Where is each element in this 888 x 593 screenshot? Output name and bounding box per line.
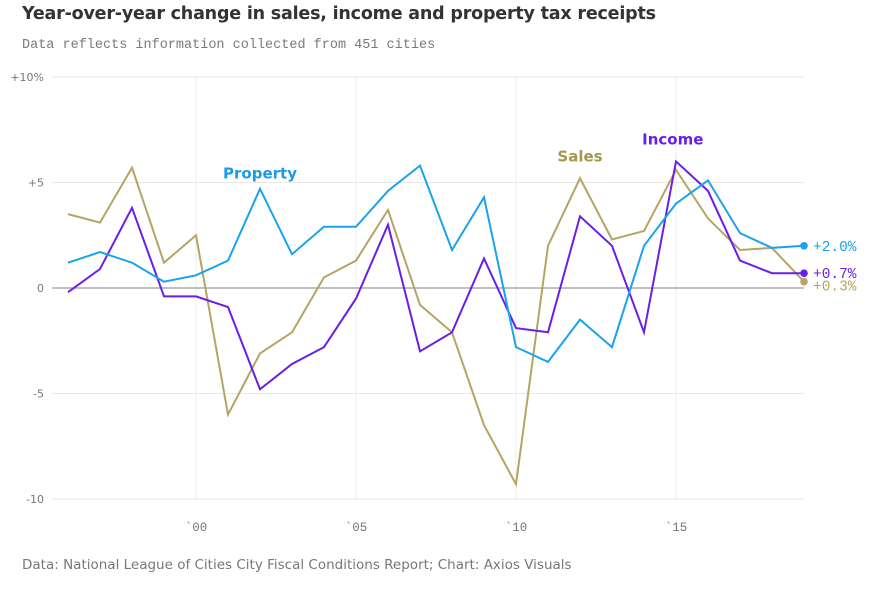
sales-end-label: +0.3% [813,280,857,296]
x-axis: `00 `05 `10 `15 [185,521,688,535]
y-axis: +10% +5 0 -5 -10 [10,71,44,506]
x-tick-label: `05 [345,521,368,535]
property-series-label: Property [223,164,297,182]
source-note: Data: National League of Cities City Fis… [22,557,572,573]
series-labels: +0.3% Sales +0.7% Income +2.0% Property [223,131,857,296]
property-end-label: +2.0% [813,240,857,256]
y-tick-label: -5 [33,388,44,401]
sales-line [67,165,805,488]
chart-subtitle: Data reflects information collected from… [22,38,436,53]
x-tick-label: `00 [185,521,208,535]
income-line [67,159,804,391]
income-series-label: Income [642,131,703,149]
x-tick-label: `10 [505,521,528,535]
x-tick-label: `15 [665,521,688,535]
property-end-dot [800,242,808,250]
income-end-dot [800,269,808,278]
series-lines [67,159,808,488]
y-tick-label: +10% [10,71,44,84]
y-tick-label: -10 [26,493,44,506]
chart-title: Year-over-year change in sales, income a… [22,4,656,24]
sales-series-label: Sales [557,147,602,165]
income-end-label: +0.7% [813,267,857,283]
property-line [67,163,805,364]
y-tick-label: +5 [28,177,44,190]
y-tick-label: 0 [37,282,44,295]
sales-end-dot [800,277,808,286]
